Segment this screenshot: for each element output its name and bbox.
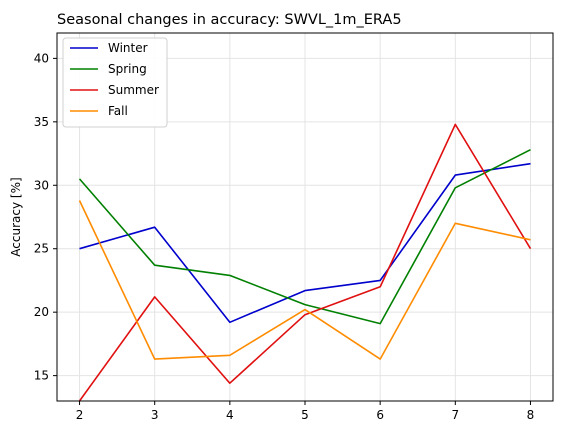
series-line-spring	[78, 148, 531, 325]
legend-label-winter: Winter	[108, 41, 148, 55]
x-tick-label: 4	[226, 408, 234, 422]
legend-label-spring: Spring	[108, 62, 147, 76]
y-tick-label: 25	[34, 242, 49, 256]
y-tick-label: 30	[34, 178, 49, 192]
series-line-winter	[79, 162, 531, 324]
legend-label-fall: Fall	[108, 104, 128, 118]
x-tick-label: 6	[376, 408, 384, 422]
legend-label-summer: Summer	[108, 83, 159, 97]
legend-box	[62, 37, 168, 128]
x-tick-label: 8	[527, 408, 535, 422]
y-tick-label: 35	[34, 115, 49, 129]
axis-ticks: 2 3 4 5 6 7 8 15 20 25 30 35 40	[34, 51, 535, 422]
x-tick-label: 7	[451, 408, 459, 422]
y-axis-label: Accuracy [%]	[9, 177, 23, 256]
x-tick-label: 5	[301, 408, 309, 422]
chart-title: Seasonal changes in accuracy: SWVL_1m_ER…	[57, 12, 402, 28]
legend: Winter Spring Summer Fall	[62, 37, 168, 128]
series-line-fall	[78, 200, 531, 360]
x-tick-label: 2	[76, 408, 84, 422]
y-tick-label: 40	[34, 51, 49, 65]
y-tick-label: 15	[34, 369, 49, 383]
y-tick-label: 20	[34, 305, 49, 319]
x-tick-label: 3	[151, 408, 159, 422]
series-lines	[78, 123, 532, 402]
series-line-summer	[78, 123, 532, 402]
